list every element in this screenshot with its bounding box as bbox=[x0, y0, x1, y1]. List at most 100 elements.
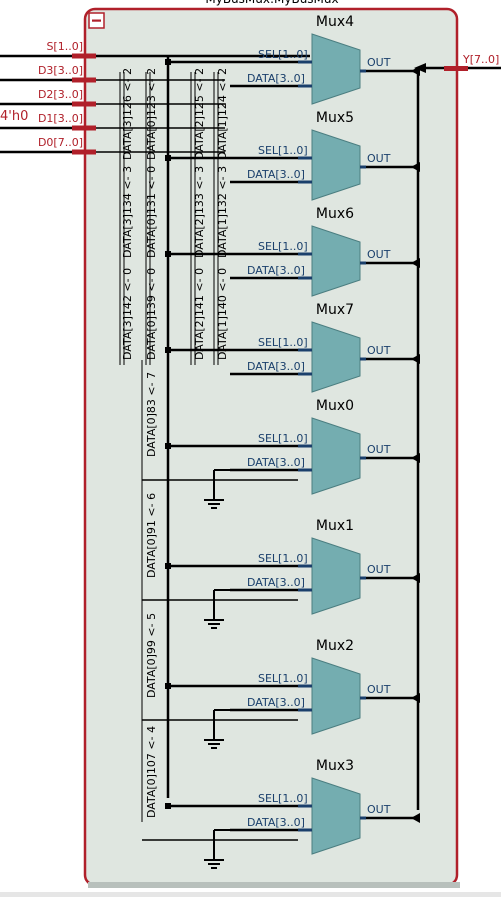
bus-label: DATA[0]99 <- 5 bbox=[145, 613, 158, 698]
junction-dot bbox=[165, 683, 171, 689]
mux-title: Mux7 bbox=[316, 302, 354, 318]
mux-mux0[interactable]: Mux0 SEL[1..0] DATA[3..0] OUT bbox=[142, 398, 420, 509]
bus-label: DATA[0]83 <- 7 bbox=[145, 372, 158, 457]
bus-label: DATA[3]134 <- 3 bbox=[121, 166, 134, 258]
data-pin bbox=[298, 588, 312, 592]
mux-mux6[interactable]: Mux6 SEL[1..0] DATA[3..0] OUT bbox=[120, 206, 420, 297]
mux-body bbox=[311, 321, 361, 393]
junction-dot bbox=[165, 563, 171, 569]
out-pin bbox=[360, 261, 366, 265]
bus-label: DATA[0]123 <- 2 bbox=[145, 68, 158, 160]
output-pin bbox=[444, 66, 468, 71]
data-pin-label: DATA[3..0] bbox=[247, 360, 305, 373]
input-port-3[interactable]: D1[3..0] bbox=[0, 112, 96, 131]
sel-pin bbox=[298, 252, 312, 256]
junction-dot bbox=[165, 251, 171, 257]
mux-title: Mux0 bbox=[316, 398, 354, 414]
sel-pin-label: SEL[1..0] bbox=[258, 144, 308, 157]
canvas-edge bbox=[0, 892, 501, 897]
mux-body bbox=[311, 33, 361, 105]
mux-title: Mux1 bbox=[316, 518, 354, 534]
bus-label: DATA[0]107 <- 4 bbox=[145, 726, 158, 818]
bus-label: DATA[1]124 <- 2 bbox=[216, 68, 229, 160]
mux-body bbox=[311, 129, 361, 201]
out-pin-label: OUT bbox=[367, 563, 391, 576]
junction-dot bbox=[165, 443, 171, 449]
input-port-0[interactable]: S[1..0] bbox=[0, 40, 96, 59]
ground-icon bbox=[204, 619, 224, 629]
input-pin bbox=[72, 77, 96, 83]
out-pin-label: OUT bbox=[367, 443, 391, 456]
out-pin bbox=[360, 456, 366, 460]
sel-pin-label: SEL[1..0] bbox=[258, 552, 308, 565]
bus-label: DATA[3]142 <- 0 bbox=[121, 268, 134, 360]
data-pin bbox=[298, 372, 312, 376]
input-port-1[interactable]: D3[3..0] bbox=[0, 64, 96, 83]
ground-icon bbox=[204, 859, 224, 869]
ground-icon bbox=[204, 499, 224, 509]
bus-label: DATA[1]140 <- 0 bbox=[216, 268, 229, 360]
ground-icon bbox=[204, 739, 224, 749]
input-label: D0[7..0] bbox=[38, 136, 83, 149]
bus-label: DATA[0]91 <- 6 bbox=[145, 493, 158, 578]
out-pin bbox=[360, 816, 366, 820]
mux-title: Mux4 bbox=[316, 14, 354, 30]
junction-dot bbox=[165, 347, 171, 353]
data-pin-label: DATA[3..0] bbox=[247, 576, 305, 589]
arrow-icon bbox=[411, 258, 420, 268]
block-shadow bbox=[88, 882, 460, 888]
out-pin-label: OUT bbox=[367, 683, 391, 696]
data-pin-label: DATA[3..0] bbox=[247, 816, 305, 829]
out-pin bbox=[360, 165, 366, 169]
arrow-icon bbox=[411, 573, 420, 583]
constant-label: 4'h0 bbox=[0, 109, 28, 124]
collapse-button[interactable] bbox=[88, 12, 105, 29]
mux-title: Mux5 bbox=[316, 110, 354, 126]
out-pin-label: OUT bbox=[367, 803, 391, 816]
sel-pin-label: SEL[1..0] bbox=[258, 336, 308, 349]
mux-title: Mux2 bbox=[316, 638, 354, 654]
mux-mux1[interactable]: Mux1 SEL[1..0] DATA[3..0] OUT bbox=[142, 518, 420, 629]
input-label: D2[3..0] bbox=[38, 88, 83, 101]
arrow-icon bbox=[411, 813, 420, 823]
mux-mux7[interactable]: Mux7 SEL[1..0] DATA[3..0] OUT bbox=[120, 302, 420, 393]
arrow-icon bbox=[411, 693, 420, 703]
mux-mux2[interactable]: Mux2 SEL[1..0] DATA[3..0] OUT bbox=[142, 638, 420, 749]
sel-pin bbox=[298, 684, 312, 688]
output-label: Y[7..0] bbox=[462, 53, 499, 66]
input-pin bbox=[72, 149, 96, 155]
data-pin bbox=[298, 468, 312, 472]
input-port-2[interactable]: D2[3..0] bbox=[0, 88, 96, 107]
minus-icon bbox=[92, 19, 101, 22]
input-pin bbox=[72, 101, 96, 107]
mux-body bbox=[311, 225, 361, 297]
input-label: D3[3..0] bbox=[38, 64, 83, 77]
out-pin bbox=[360, 357, 366, 361]
mux-mux4[interactable]: Mux4 SEL[1..0] DATA[3..0] OUT bbox=[120, 14, 420, 105]
out-pin bbox=[360, 696, 366, 700]
data-pin-label: DATA[3..0] bbox=[247, 696, 305, 709]
sel-pin bbox=[298, 156, 312, 160]
input-port-4[interactable]: D0[7..0] bbox=[0, 136, 96, 155]
bus-label: DATA[2]125 <- 2 bbox=[193, 68, 206, 160]
out-pin-label: OUT bbox=[367, 56, 391, 69]
data-pin bbox=[298, 180, 312, 184]
sel-pin bbox=[298, 444, 312, 448]
mux-mux3[interactable]: Mux3 SEL[1..0] DATA[3..0] OUT bbox=[142, 758, 420, 869]
sel-pin-label: SEL[1..0] bbox=[258, 240, 308, 253]
sel-pin bbox=[298, 60, 312, 64]
input-label: D1[3..0] bbox=[38, 112, 83, 125]
data-pin-label: DATA[3..0] bbox=[247, 72, 305, 85]
sel-pin-label: SEL[1..0] bbox=[258, 432, 308, 445]
junction-dot bbox=[165, 59, 171, 65]
data-pin-label: DATA[3..0] bbox=[247, 456, 305, 469]
input-pin bbox=[72, 125, 96, 131]
input-pin bbox=[72, 53, 96, 59]
output-port[interactable]: Y[7..0] bbox=[414, 53, 501, 73]
sel-pin bbox=[298, 348, 312, 352]
sel-pin-label: SEL[1..0] bbox=[258, 792, 308, 805]
data-pin bbox=[298, 708, 312, 712]
mux-mux5[interactable]: Mux5 SEL[1..0] DATA[3..0] OUT bbox=[120, 110, 420, 201]
data-pin bbox=[298, 828, 312, 832]
